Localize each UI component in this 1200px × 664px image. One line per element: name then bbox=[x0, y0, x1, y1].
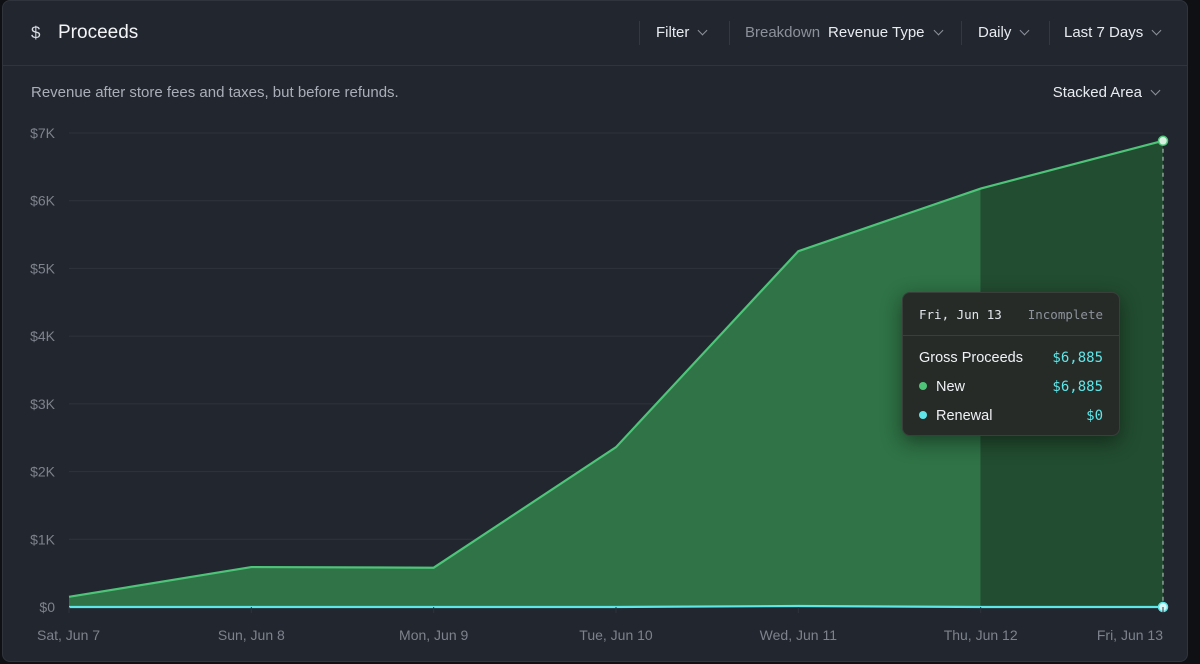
area-new bbox=[69, 188, 981, 608]
tooltip-new-value: $6,885 bbox=[1052, 379, 1103, 395]
tooltip-renewal-value: $0 bbox=[1086, 408, 1103, 424]
series-line-new bbox=[68, 139, 1164, 598]
chart-tooltip: Fri, Jun 13 Incomplete Gross Proceeds $6… bbox=[902, 292, 1120, 436]
legend-dot-renewal bbox=[919, 411, 927, 419]
y-tick-label: $5K bbox=[30, 260, 56, 276]
tooltip-row-new: New $6,885 bbox=[919, 379, 1103, 395]
tooltip-total-value: $6,885 bbox=[1052, 350, 1103, 366]
y-tick-label: $4K bbox=[30, 328, 56, 344]
filter-dropdown[interactable]: Filter bbox=[656, 24, 708, 41]
divider bbox=[1049, 21, 1050, 45]
tooltip-total-row: Gross Proceeds $6,885 bbox=[919, 350, 1103, 366]
data-point-new bbox=[1157, 135, 1169, 147]
date-range-dropdown[interactable]: Last 7 Days bbox=[1064, 24, 1162, 41]
x-tick-label: Fri, Jun 13 bbox=[1097, 627, 1163, 643]
breakdown-value: Revenue Type bbox=[828, 24, 925, 41]
chart-type-value: Stacked Area bbox=[1052, 84, 1142, 101]
y-tick-label: $1K bbox=[30, 531, 56, 547]
x-tick-label: Sun, Jun 8 bbox=[218, 627, 285, 643]
divider bbox=[961, 21, 962, 45]
x-tick-label: Sat, Jun 7 bbox=[37, 627, 100, 643]
tooltip-header: Fri, Jun 13 Incomplete bbox=[903, 293, 1119, 336]
x-tick-label: Tue, Jun 10 bbox=[579, 627, 653, 643]
y-tick-label: $7K bbox=[30, 125, 56, 141]
date-range-value: Last 7 Days bbox=[1064, 24, 1144, 41]
interval-dropdown[interactable]: Daily bbox=[978, 24, 1030, 41]
filter-label: Filter bbox=[656, 24, 690, 41]
divider bbox=[639, 21, 640, 45]
tooltip-total-label: Gross Proceeds bbox=[919, 350, 1023, 366]
y-tick-label: $6K bbox=[30, 193, 56, 209]
series-line-renewal bbox=[69, 604, 1163, 609]
interval-value: Daily bbox=[978, 24, 1012, 41]
dollar-icon: $ bbox=[31, 23, 41, 42]
y-tick-label: $2K bbox=[30, 464, 56, 480]
x-tick-label: Wed, Jun 11 bbox=[760, 627, 838, 643]
tooltip-status: Incomplete bbox=[1027, 307, 1103, 322]
tooltip-row-renewal: Renewal $0 bbox=[919, 408, 1103, 424]
page-title: Proceeds bbox=[58, 22, 139, 43]
tooltip-date: Fri, Jun 13 bbox=[919, 307, 1002, 322]
chart-description: Revenue after store fees and taxes, but … bbox=[31, 84, 399, 101]
y-tick-label: $3K bbox=[30, 396, 56, 412]
divider bbox=[729, 21, 730, 45]
tooltip-renewal-label: Renewal bbox=[936, 408, 993, 424]
breakdown-dropdown[interactable]: Breakdown Revenue Type bbox=[745, 24, 943, 41]
tooltip-new-label: New bbox=[936, 379, 966, 395]
panel-header: $ Proceeds Filter Breakdown Revenue Type … bbox=[3, 1, 1187, 66]
y-tick-label: $0 bbox=[39, 599, 55, 615]
breakdown-label: Breakdown bbox=[745, 24, 821, 41]
x-tick-label: Thu, Jun 12 bbox=[944, 627, 1018, 643]
legend-dot-new bbox=[919, 382, 927, 390]
chart-type-dropdown[interactable]: Stacked Area bbox=[1052, 84, 1161, 101]
x-tick-label: Mon, Jun 9 bbox=[399, 627, 468, 643]
